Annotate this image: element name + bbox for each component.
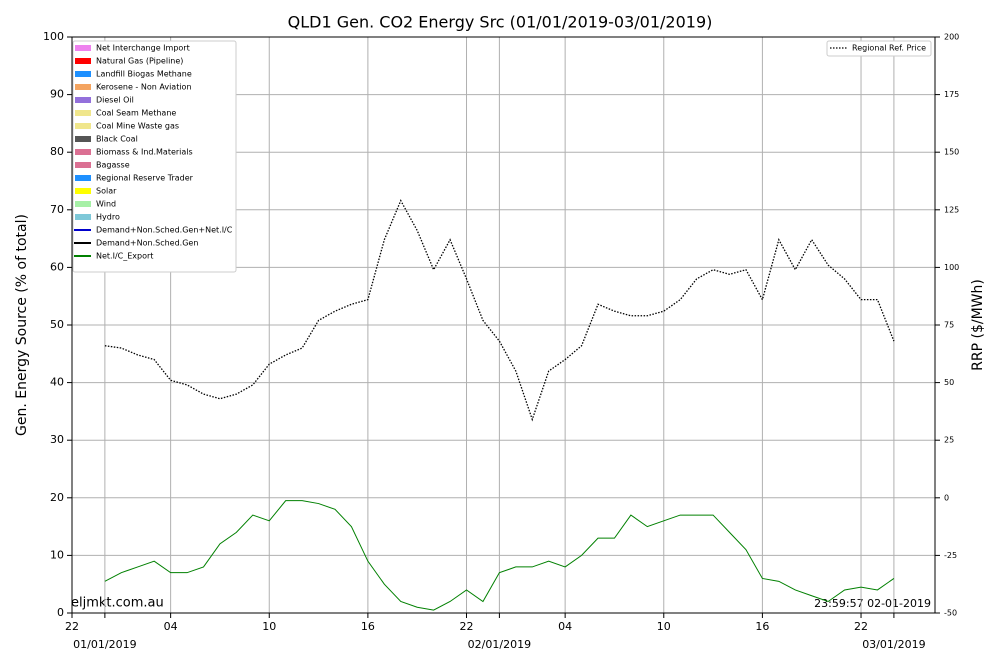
y-tick-label: 100 (43, 30, 64, 43)
y-tick-label: 90 (50, 88, 64, 101)
x-tick-label: 22 (65, 620, 79, 633)
legend-label: Regional Reserve Trader (96, 174, 194, 183)
legend-swatch (75, 45, 91, 51)
legend-swatch (75, 175, 91, 181)
legend-swatch (75, 214, 91, 220)
legend-label: Regional Ref. Price (852, 44, 926, 53)
chart-title: QLD1 Gen. CO2 Energy Src (01/01/2019-03/… (288, 13, 713, 32)
x-tick-label: 04 (164, 620, 178, 633)
y2-axis-label: RRP ($/MWh) (970, 279, 986, 371)
y2-tick-label: 175 (944, 90, 959, 99)
legend-swatch (75, 162, 91, 168)
legend-swatch (75, 136, 91, 142)
y-tick-label: 30 (50, 433, 64, 446)
legend-label: Demand+Non.Sched.Gen+Net.I/C (96, 226, 233, 235)
x-tick-label: 10 (657, 620, 671, 633)
watermark: eljmkt.com.au (71, 596, 164, 611)
y2-tick-label: 75 (944, 321, 954, 330)
legend-label: Wind (96, 200, 116, 209)
y-tick-label: 70 (50, 203, 64, 216)
legend-label: Hydro (96, 213, 120, 222)
y2-tick-label: 200 (944, 33, 959, 42)
y2-tick-label: 50 (944, 378, 954, 387)
x-tick-label: 01/01/2019 (73, 638, 136, 651)
legend-swatch (75, 201, 91, 207)
x-tick-label: 22 (854, 620, 868, 633)
legend-label: Landfill Biogas Methane (96, 70, 192, 79)
plot-frame (71, 36, 936, 614)
y-tick-label: 60 (50, 260, 64, 273)
legend-swatch (75, 71, 91, 77)
legend-swatch (75, 110, 91, 116)
y-tick-label: 0 (57, 606, 64, 619)
y-tick-label: 20 (50, 491, 64, 504)
legend-label: Bagasse (96, 161, 130, 170)
legend-label: Diesel Oil (96, 96, 134, 105)
x-tick-label: 10 (262, 620, 276, 633)
y-tick-label: 10 (50, 548, 64, 561)
x-tick-label: 16 (755, 620, 769, 633)
y2-tick-label: 125 (944, 205, 959, 214)
legend-label: Black Coal (96, 135, 138, 144)
y-tick-label: 80 (50, 145, 64, 158)
x-tick-label: 22 (460, 620, 474, 633)
legend-label: Coal Seam Methane (96, 109, 176, 118)
x-tick-label: 03/01/2019 (862, 638, 925, 651)
series-line (104, 500, 895, 611)
legend-label: Kerosene - Non Aviation (96, 83, 192, 92)
legend-swatch (75, 149, 91, 155)
legend-swatch (75, 188, 91, 194)
legend-box (72, 40, 237, 273)
y-axis-label: Gen. Energy Source (% of total) (14, 214, 30, 436)
y2-tick-label: 25 (944, 436, 954, 445)
legend-label: Coal Mine Waste gas (96, 122, 179, 131)
x-tick-label: 04 (558, 620, 572, 633)
y2-tick-label: -50 (944, 609, 957, 618)
y2-tick-label: 150 (944, 148, 959, 157)
series-line (104, 199, 895, 422)
legend-swatch (75, 58, 91, 64)
legend-label: Net Interchange Import (96, 44, 190, 53)
legend-swatch (75, 97, 91, 103)
y2-tick-label: -25 (944, 551, 957, 560)
plot-area (104, 199, 895, 611)
legend-label: Net.I/C_Export (96, 252, 153, 261)
x-tick-label: 02/01/2019 (468, 638, 531, 651)
legend-swatch (75, 123, 91, 129)
y2-tick-label: 0 (944, 493, 949, 502)
y2-tick-label: 100 (944, 263, 959, 272)
legend-label: Natural Gas (Pipeline) (96, 57, 183, 66)
legend-label: Demand+Non.Sched.Gen (96, 239, 198, 248)
legend-label: Solar (96, 187, 117, 196)
legend-label: Biomass & Ind.Materials (96, 148, 193, 157)
y-tick-label: 50 (50, 318, 64, 331)
timestamp: 23:59:57 02-01-2019 (814, 597, 931, 610)
legend-swatch (75, 84, 91, 90)
x-tick-label: 16 (361, 620, 375, 633)
y-tick-label: 40 (50, 376, 64, 389)
legend-box (826, 40, 932, 57)
